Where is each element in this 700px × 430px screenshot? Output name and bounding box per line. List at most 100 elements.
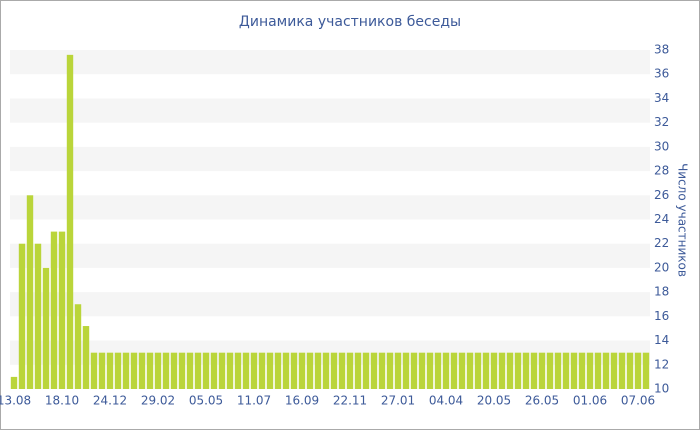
bar: [490, 352, 498, 389]
x-tick-label: 22.11: [333, 394, 367, 408]
bar: [322, 352, 330, 389]
bar: [610, 352, 618, 389]
bar: [26, 195, 34, 389]
bar: [458, 352, 466, 389]
grid-band: [10, 146, 650, 172]
y-tick-label: 22: [654, 236, 669, 250]
grid-band: [10, 98, 650, 123]
bar: [410, 352, 418, 389]
bar: [234, 352, 242, 389]
bar: [578, 352, 586, 389]
x-tick-label: 01.06: [573, 394, 607, 408]
y-tick-label: 18: [654, 285, 669, 299]
grid-band: [10, 50, 650, 75]
bar: [602, 352, 610, 389]
x-tick-label: 13.08: [0, 394, 31, 408]
x-tick-label: 04.04: [429, 394, 463, 408]
bar: [330, 352, 338, 389]
bar: [514, 352, 522, 389]
bar: [482, 352, 490, 389]
bar: [530, 352, 538, 389]
y-tick-label: 10: [654, 382, 669, 396]
bar: [106, 352, 114, 389]
bar: [50, 231, 58, 389]
bar: [178, 352, 186, 389]
x-tick-label: 20.05: [477, 394, 511, 408]
x-tick-label: 29.02: [141, 394, 175, 408]
x-tick-label: 24.12: [93, 394, 127, 408]
x-tick-label: 18.10: [45, 394, 79, 408]
y-tick-label: 20: [654, 260, 669, 274]
bar: [586, 352, 594, 389]
bar: [634, 352, 642, 389]
bar: [594, 352, 602, 389]
bar: [154, 352, 162, 389]
bar: [466, 352, 474, 389]
bar: [146, 352, 154, 389]
bar: [130, 352, 138, 389]
bar: [314, 352, 322, 389]
bar: [282, 352, 290, 389]
bar: [34, 243, 42, 389]
bar: [42, 267, 50, 389]
bar: [66, 54, 74, 389]
bar: [498, 352, 506, 389]
bar: [354, 352, 362, 389]
x-tick-label: 05.05: [189, 394, 223, 408]
bar: [442, 352, 450, 389]
bar: [474, 352, 482, 389]
bar: [618, 352, 626, 389]
bar: [210, 352, 218, 389]
bar: [394, 352, 402, 389]
bar: [370, 352, 378, 389]
bar: [258, 352, 266, 389]
bar: [306, 352, 314, 389]
x-tick-label: 07.06: [621, 394, 655, 408]
y-tick-label: 26: [654, 188, 669, 202]
bar: [114, 352, 122, 389]
x-tick-label: 16.09: [285, 394, 319, 408]
y-tick-label: 16: [654, 309, 669, 323]
y-tick-label: 28: [654, 164, 669, 178]
bar: [402, 352, 410, 389]
bar: [90, 352, 98, 389]
bar: [194, 352, 202, 389]
bar: [506, 352, 514, 389]
bar: [538, 352, 546, 389]
bar: [570, 352, 578, 389]
bar: [290, 352, 298, 389]
bar: [122, 352, 130, 389]
bar: [642, 352, 650, 389]
bar: [298, 352, 306, 389]
y-tick-label: 32: [654, 115, 669, 129]
bar: [562, 352, 570, 389]
bar: [274, 352, 282, 389]
bar: [18, 243, 26, 389]
bar: [434, 352, 442, 389]
bar: [162, 352, 170, 389]
bar: [58, 231, 66, 389]
y-tick-label: 14: [654, 333, 669, 347]
y-tick-label: 34: [654, 91, 669, 105]
bar: [186, 352, 194, 389]
bar: [450, 352, 458, 389]
bar: [250, 352, 258, 389]
bar: [346, 352, 354, 389]
bar: [266, 352, 274, 389]
bar: [74, 304, 82, 389]
grid-band: [10, 292, 650, 317]
y-axis-label: Число участников: [676, 163, 690, 277]
grid-band: [10, 340, 650, 365]
bar: [378, 352, 386, 389]
bar: [82, 326, 90, 389]
bar: [386, 352, 394, 389]
bar: [426, 352, 434, 389]
chart-title: Динамика участников беседы: [239, 14, 461, 30]
bar: [226, 352, 234, 389]
bar: [626, 352, 634, 389]
y-tick-label: 38: [654, 43, 669, 57]
bar: [522, 352, 530, 389]
bar: [10, 376, 18, 389]
bar: [418, 352, 426, 389]
